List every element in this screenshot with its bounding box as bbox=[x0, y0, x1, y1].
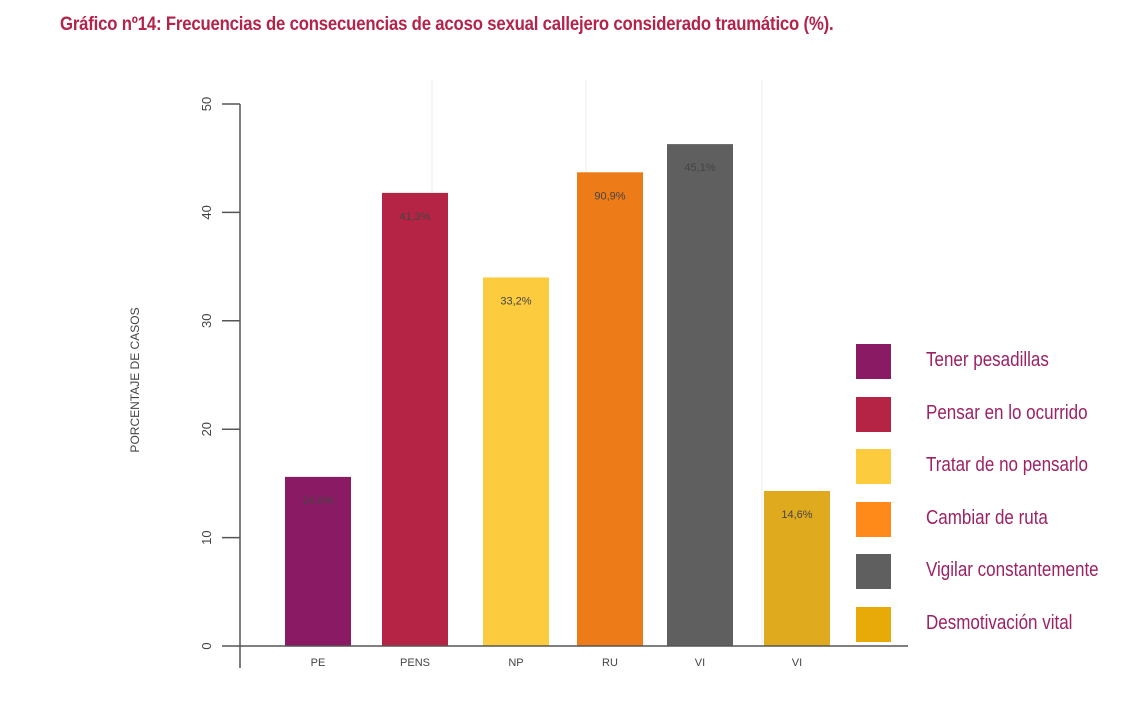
data-label-4: 45,1% bbox=[684, 162, 715, 174]
y-axis-label: PORCENTAJE DE CASOS bbox=[128, 307, 142, 452]
legend-label: Tener pesadillas bbox=[926, 349, 1049, 371]
bar-vi-5 bbox=[764, 490, 830, 646]
x-tick-label-1: PENS bbox=[400, 657, 430, 669]
x-tick-label-5: VI bbox=[792, 657, 802, 669]
y-axis: 0 10 20 30 40 50 bbox=[199, 97, 241, 668]
legend-item-2: Tratar de no pensarlo bbox=[856, 449, 1126, 484]
legend-swatch bbox=[856, 449, 891, 484]
bar-pens-1 bbox=[382, 192, 448, 646]
bars-group: 14,6% 41,3% 33,2% 90,9% 45,1% 14,6% bbox=[285, 144, 830, 647]
legend-label: Cambiar de ruta bbox=[926, 506, 1048, 529]
data-label-2: 33,2% bbox=[500, 295, 531, 307]
legend-label: Pensar en lo ocurrido bbox=[926, 401, 1088, 424]
y-tick-label-10: 10 bbox=[199, 530, 214, 544]
bar-vi-4 bbox=[667, 144, 733, 646]
y-tick-label-20: 20 bbox=[199, 422, 214, 436]
x-tick-label-3: RU bbox=[602, 657, 618, 669]
chart-title: Gráfico nº14: Frecuencias de consecuenci… bbox=[60, 14, 834, 35]
x-tick-label-0: PE bbox=[311, 657, 326, 669]
y-tick-label-0: 0 bbox=[199, 642, 214, 649]
legend-item-4: Vigilar constantemente bbox=[856, 554, 1126, 589]
x-axis: PE PENS NP RU VI VI bbox=[240, 645, 908, 669]
legend-item-3: Cambiar de ruta bbox=[856, 501, 1126, 537]
data-label-3: 90,9% bbox=[594, 190, 625, 202]
legend-swatch bbox=[856, 606, 891, 642]
y-tick-label-50: 50 bbox=[199, 97, 214, 111]
x-tick-label-4: VI bbox=[695, 657, 705, 669]
legend: Tener pesadillas Pensar en lo ocurrido Tra… bbox=[856, 344, 1126, 659]
data-label-0: 14,6% bbox=[302, 495, 333, 507]
y-tick-label-30: 30 bbox=[199, 314, 214, 328]
bar-ru-3 bbox=[577, 172, 643, 647]
legend-swatch bbox=[856, 396, 891, 432]
y-tick-label-40: 40 bbox=[199, 205, 214, 219]
legend-swatch bbox=[856, 554, 891, 589]
legend-swatch bbox=[856, 344, 891, 379]
bar-pe-0 bbox=[285, 476, 351, 646]
legend-label: Desmotivación vital bbox=[926, 611, 1073, 634]
legend-label: Vigilar constantemente bbox=[926, 559, 1099, 581]
legend-item-0: Tener pesadillas bbox=[856, 344, 1126, 379]
legend-label: Tratar de no pensarlo bbox=[926, 454, 1088, 476]
legend-item-5: Desmotivación vital bbox=[856, 606, 1126, 642]
legend-item-1: Pensar en lo ocurrido bbox=[856, 396, 1126, 432]
data-label-5: 14,6% bbox=[781, 509, 812, 521]
bar-np-2 bbox=[483, 277, 549, 646]
data-label-1: 41,3% bbox=[399, 211, 430, 223]
x-tick-label-2: NP bbox=[508, 657, 523, 669]
legend-swatch bbox=[856, 501, 891, 537]
